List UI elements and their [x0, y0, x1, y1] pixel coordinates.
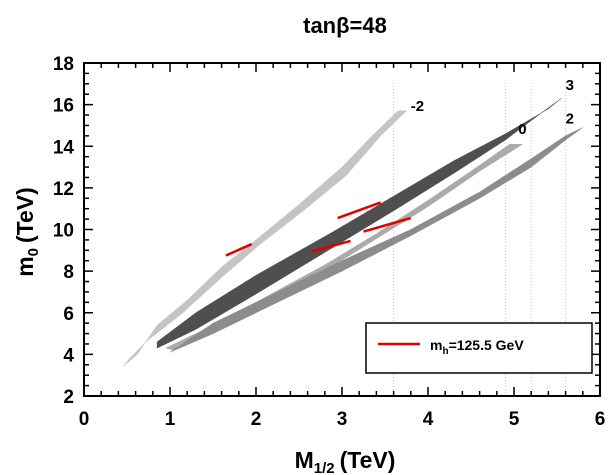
y-tick-label-12: 12	[53, 179, 74, 200]
x-axis-label: M1/2 (TeV)	[295, 447, 396, 475]
legend: mh=125.5 GeV	[365, 322, 593, 374]
y-tick-label-6: 6	[63, 304, 74, 325]
x-tick-label-3: 3	[337, 409, 348, 430]
x-tick-label-0: 0	[79, 409, 90, 430]
y-tick-label-4: 4	[63, 345, 74, 366]
x-tick-label-2: 2	[251, 409, 262, 430]
x-tick-label-1: 1	[165, 409, 176, 430]
band-3	[156, 98, 562, 349]
y-tick-label-8: 8	[63, 262, 74, 283]
series-label-2: 2	[566, 110, 574, 127]
y-tick-label-2: 2	[63, 387, 74, 408]
mh-segment-2	[363, 216, 412, 233]
series-label-0: 0	[518, 121, 526, 138]
y-tick-labels: 2 4 6 8 10 12 14 16 18	[53, 54, 75, 408]
chart-title: tanβ=48	[303, 13, 387, 38]
y-axis-label: m0(TeV)	[12, 187, 42, 277]
band-minus2	[122, 110, 407, 368]
mh-segment-minus2	[225, 242, 253, 257]
mh-segment-3	[337, 201, 382, 220]
bands	[122, 98, 584, 368]
y-tick-label-18: 18	[53, 54, 74, 75]
x-tick-label-6: 6	[595, 409, 606, 430]
band-2	[169, 127, 584, 353]
x-tick-label-4: 4	[423, 409, 434, 430]
series-label-minus2: -2	[411, 98, 424, 115]
y-tick-label-16: 16	[53, 96, 74, 117]
y-tick-label-10: 10	[53, 221, 74, 242]
mh-segment-0	[311, 239, 351, 253]
x-tick-labels: 0 1 2 3 4 5 6	[79, 409, 606, 430]
x-tick-label-5: 5	[509, 409, 520, 430]
series-labels: -2 3 0 2	[411, 77, 574, 138]
higgs-mass-segments	[225, 201, 412, 257]
series-label-3: 3	[566, 77, 574, 94]
y-tick-label-14: 14	[53, 137, 75, 158]
legend-label: mh=125.5 GeV	[430, 337, 524, 357]
axis-ticks	[83, 62, 601, 397]
plot-area: -2 3 0 2	[122, 77, 584, 396]
legend-box	[365, 322, 593, 374]
